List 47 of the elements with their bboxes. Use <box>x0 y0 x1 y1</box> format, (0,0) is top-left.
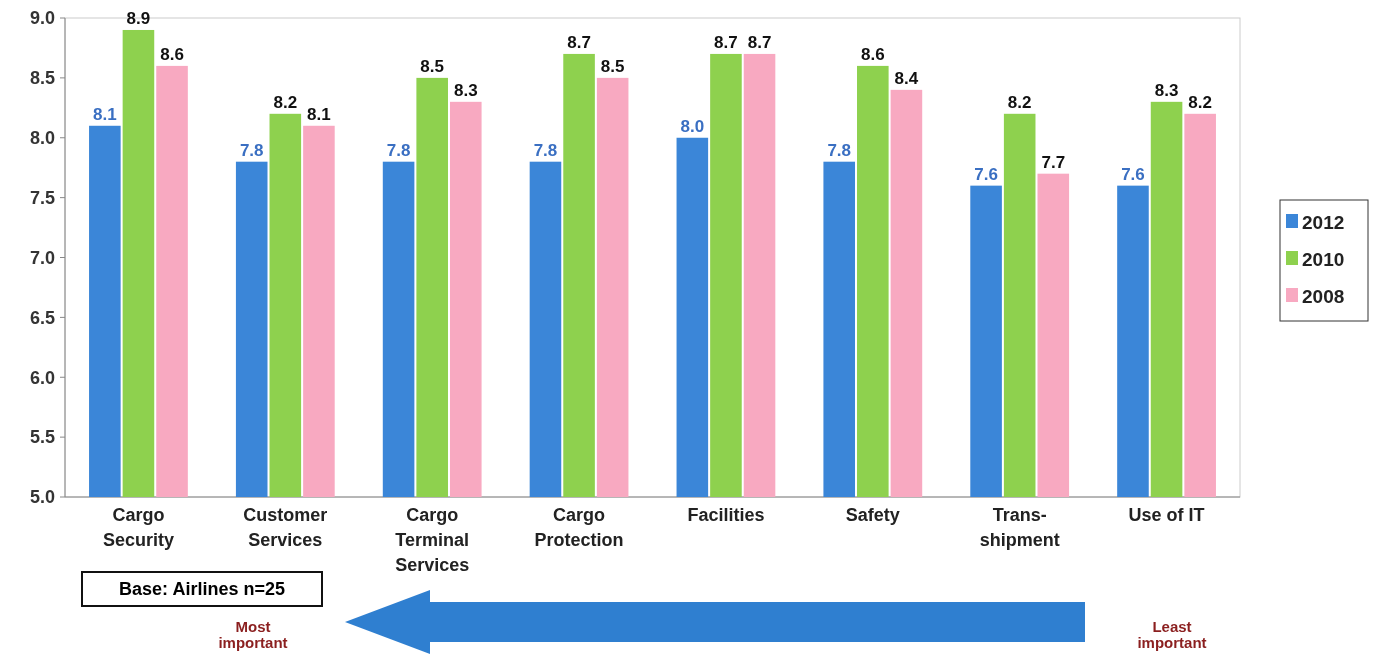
data-label: 8.7 <box>714 32 738 52</box>
data-label: 8.3 <box>453 80 478 100</box>
data-label: 8.7 <box>747 32 772 52</box>
data-label: 8.7 <box>567 32 591 52</box>
x-tick-label: Use of IT <box>1128 505 1205 525</box>
data-label: 7.8 <box>239 140 264 160</box>
y-tick-label: 9.0 <box>29 8 55 29</box>
legend-label: 2008 <box>1302 285 1345 307</box>
data-label: 8.1 <box>307 104 331 124</box>
y-tick-label: 6.5 <box>29 307 55 328</box>
data-label: 8.6 <box>160 44 184 64</box>
data-label: 8.0 <box>680 116 705 136</box>
y-tick-label: 6.0 <box>29 367 55 388</box>
data-label: 7.8 <box>827 140 852 160</box>
data-label: 7.6 <box>974 164 998 184</box>
data-label: 8.5 <box>600 56 625 76</box>
data-label: 8.3 <box>1154 80 1179 100</box>
data-label: 8.9 <box>126 8 151 28</box>
data-label: 7.8 <box>533 140 558 160</box>
y-tick-label: 5.5 <box>29 427 55 448</box>
y-tick-label: 8.0 <box>29 128 55 149</box>
legend-label: 2010 <box>1302 248 1345 270</box>
data-label: 8.2 <box>273 92 298 112</box>
x-tick-label: Cargo Terminal Services <box>395 505 470 575</box>
text: Base: Airlines n=25 <box>119 579 285 600</box>
x-tick-label: Facilities <box>687 505 765 525</box>
data-label: 8.5 <box>420 56 445 76</box>
x-tick-label: Cargo Protection <box>534 505 624 550</box>
data-label: 8.1 <box>93 104 117 124</box>
x-tick-label: Customer Services <box>243 505 328 550</box>
data-label: 7.7 <box>1041 152 1066 172</box>
text: Least important <box>1137 618 1207 651</box>
y-tick-label: 8.5 <box>29 68 55 89</box>
y-tick-label: 7.0 <box>29 247 55 268</box>
x-tick-label: Trans-shipment <box>979 505 1060 550</box>
data-label: 8.2 <box>1188 92 1212 112</box>
y-tick-label: 7.5 <box>29 187 55 208</box>
x-tick-label: Safety <box>845 505 900 525</box>
data-label: 7.8 <box>386 140 411 160</box>
data-label: 8.4 <box>894 68 919 88</box>
text: Most important <box>218 618 288 651</box>
legend-label: 2012 <box>1302 211 1345 233</box>
data-label: 8.2 <box>1007 92 1032 112</box>
x-tick-label: Cargo Security <box>102 505 174 550</box>
y-tick-label: 5.0 <box>29 487 55 508</box>
data-label: 8.6 <box>860 44 885 64</box>
data-label: 7.6 <box>1121 164 1145 184</box>
